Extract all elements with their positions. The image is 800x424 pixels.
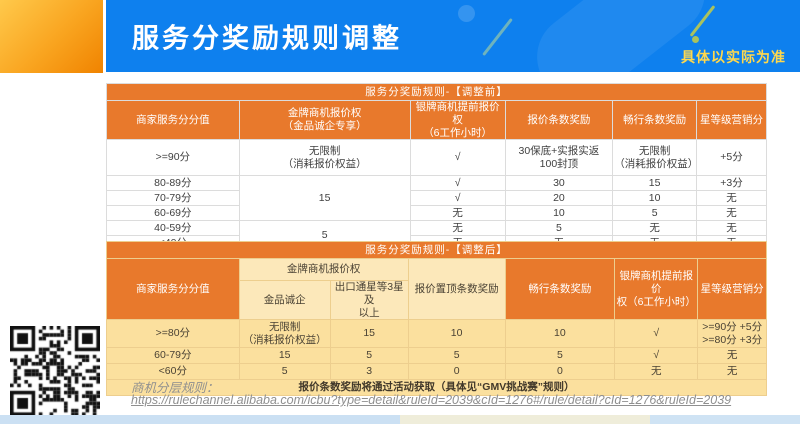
cell: 无限制 （消耗报价权益）	[238, 319, 331, 349]
bottom-strip-segment	[0, 415, 400, 424]
col-header-score: 商家服务分分值	[106, 99, 240, 141]
cell: 无	[409, 220, 506, 237]
cell: 无	[612, 220, 698, 237]
cell: √	[614, 319, 699, 349]
table-row: 服务分奖励规则-【调整后】	[106, 241, 767, 259]
cell: <60分	[106, 363, 240, 381]
deco-slash-icon	[482, 17, 513, 57]
cell: >=90分	[106, 139, 240, 177]
col-header-quote-count-reward: 报价条数奖励	[504, 99, 614, 141]
table-row: 金品诚企 出口通星等3星及 以上	[107, 279, 767, 321]
table-row: 40-59分 5 无 5 无 无	[106, 220, 767, 252]
col-subheader-star3plus: 出口通星等3星及 以上	[329, 279, 409, 321]
col-header-changxing-reward: 畅行条数奖励	[504, 257, 616, 321]
cell: 无	[696, 190, 767, 207]
page-title: 服务分奖励规则调整	[132, 23, 402, 54]
cell: 30	[504, 175, 614, 192]
cell: 5	[238, 363, 331, 381]
cell: 40-59分	[106, 220, 240, 237]
cell: 80-89分	[106, 175, 240, 192]
col-header-silver-early-quote: 银牌商机提前报价权 （6工作小时）	[409, 99, 506, 141]
table-after-title: 服务分奖励规则-【调整后】	[106, 241, 767, 259]
cell: 10	[407, 319, 506, 349]
cell: >=90分 +5分 >=80分 +3分	[697, 319, 767, 349]
bottom-strip-segment	[650, 415, 800, 424]
table-row: 60-69分 无 10 5 无	[106, 205, 767, 222]
deco-circle-icon	[458, 5, 475, 22]
col-header-silver-early-quote: 银牌商机提前报价 权（6工作小时）	[614, 257, 699, 321]
table-before: 服务分奖励规则-【调整前】 商家服务分分值 金牌商机报价权 （金品诚企专享） 银…	[106, 83, 767, 252]
title-banner: 服务分奖励规则调整 具体以实际为准	[106, 0, 800, 72]
table-row: 70-79分 √ 20 10 无	[106, 190, 767, 207]
cell: 5	[504, 347, 616, 365]
cell: √	[409, 190, 506, 207]
bottom-strip-segment	[400, 415, 650, 424]
col-header-quote-pin-reward: 报价置顶条数奖励	[407, 257, 506, 321]
deco-dot-icon	[692, 36, 699, 43]
cell: 5	[407, 347, 506, 365]
col-header-gold-quote-right-group: 金牌商机报价权	[238, 258, 409, 281]
cell: 70-79分	[106, 190, 240, 207]
table-before-title: 服务分奖励规则-【调整前】	[106, 83, 767, 101]
table-row: >=80分 无限制 （消耗报价权益） 15 10 10 √ >=90分 +5分 …	[106, 319, 767, 349]
corner-accent-block	[0, 0, 103, 73]
cell: 15	[612, 175, 698, 192]
cell: 10	[504, 319, 616, 349]
disclaimer-note: 具体以实际为准	[681, 49, 786, 65]
cell: 无	[409, 205, 506, 222]
rules-link-url[interactable]: https://rulechannel.alibaba.com/icbu?typ…	[131, 393, 732, 407]
col-header-star-marketing: 星等级营销分	[697, 257, 767, 321]
cell: 10	[504, 205, 614, 222]
cell: 30保底+实报实返 100封顶	[504, 139, 614, 177]
table-row: 80-89分 15 √ 30 15 +3分	[106, 175, 767, 222]
cell: 15	[238, 347, 331, 365]
cell: 5	[504, 220, 614, 237]
table-row: 报价条数奖励将通过活动获取（具体见“GMV挑战赛”规则）	[106, 379, 767, 397]
cell: 0	[504, 363, 616, 381]
col-header-star-marketing: 星等级营销分	[696, 99, 767, 141]
col-header-changxing-reward: 畅行条数奖励	[612, 99, 698, 141]
rules-link-label: 商机分层规则：	[131, 381, 219, 395]
table-row: 商家服务分分值 金牌商机报价权 报价置顶条数奖励 畅行条数奖励 银牌商机提前报价…	[106, 257, 767, 321]
cell: 20	[504, 190, 614, 207]
table-row: >=90分 无限制 （消耗报价权益） √ 30保底+实报实返 100封顶 无限制…	[106, 139, 767, 177]
cell: √	[409, 175, 506, 192]
cell: +3分	[696, 175, 767, 192]
cell: 无	[696, 220, 767, 237]
table-after: 服务分奖励规则-【调整后】 商家服务分分值 金牌商机报价权 报价置顶条数奖励 畅…	[106, 241, 767, 397]
cell: 10	[612, 190, 698, 207]
col-subheader-jinpin: 金品诚企	[238, 279, 331, 321]
table-row: 商家服务分分值 金牌商机报价权 （金品诚企专享） 银牌商机提前报价权 （6工作小…	[106, 99, 767, 141]
cell: √	[614, 347, 699, 365]
cell: 60-69分	[106, 205, 240, 222]
cell: 60-79分	[106, 347, 240, 365]
cell: 5	[329, 347, 409, 365]
cell: 无	[697, 363, 767, 381]
qr-code	[10, 326, 100, 416]
cell: 3	[329, 363, 409, 381]
cell: 无限制 （消耗报价权益）	[238, 139, 411, 177]
cell-merged: 15	[238, 175, 411, 222]
cell: 无限制 （消耗报价权益）	[612, 139, 698, 177]
table-row: 服务分奖励规则-【调整前】	[106, 83, 767, 101]
table-row: <60分 5 3 0 0 无 无	[106, 363, 767, 381]
bottom-strip	[0, 415, 800, 424]
table-after-footnote: 报价条数奖励将通过活动获取（具体见“GMV挑战赛”规则）	[106, 379, 767, 397]
col-header-gold-quote-right: 金牌商机报价权 （金品诚企专享）	[238, 99, 411, 141]
cell: √	[409, 139, 506, 177]
cell: 无	[614, 363, 699, 381]
cell: 0	[407, 363, 506, 381]
cell: 5	[612, 205, 698, 222]
cell: >=80分	[106, 319, 240, 349]
table-row: 60-79分 15 5 5 5 √ 无	[106, 347, 767, 365]
col-header-score: 商家服务分分值	[106, 257, 240, 321]
cell: +5分	[696, 139, 767, 177]
cell: 15	[329, 319, 409, 349]
cell: 无	[697, 347, 767, 365]
cell: 无	[696, 205, 767, 222]
